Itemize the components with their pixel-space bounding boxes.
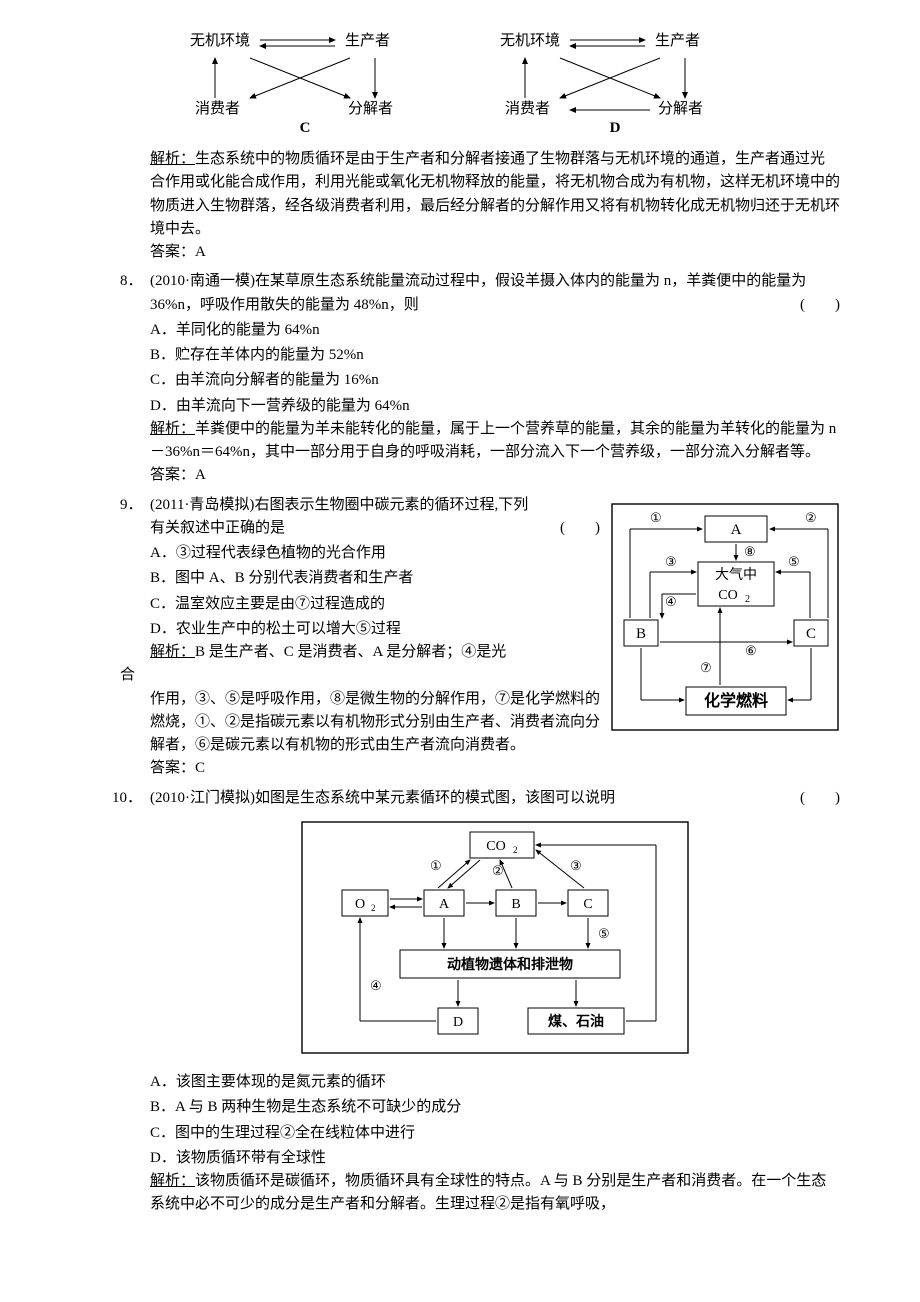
q10-opt-a: A．该图主要体现的是氮元素的循环 xyxy=(150,1071,840,1094)
svg-text:A: A xyxy=(439,897,450,912)
top-diagrams-row: 无机环境 生产者 消费者 分解者 C 无机环境 生产者 消费者 分解者 D xyxy=(60,30,860,140)
svg-text:2: 2 xyxy=(371,903,376,913)
q9-opt-a: A．③过程代表绿色植物的光合作用 xyxy=(150,542,600,565)
q9-paren: ( ) xyxy=(560,517,600,540)
svg-text:CO: CO xyxy=(718,588,737,603)
diagram-c-caption: C xyxy=(300,117,311,140)
expl-label: 解析： xyxy=(150,1173,195,1189)
diagram-c-tr: 生产者 xyxy=(345,30,390,53)
svg-text:⑥: ⑥ xyxy=(745,643,757,658)
q7-explanation: 解析：生态系统中的物质循环是由于生产者和分解者接通了生物群落与无机环境的通道，生… xyxy=(150,148,840,241)
q10-stem-text: 如图是生态系统中某元素循环的模式图，该图可以说明 xyxy=(255,790,615,806)
q10-source: (2010·江门模拟) xyxy=(150,790,255,806)
q9-answer: 答案：C xyxy=(150,757,840,780)
q10-explanation: 解析：该物质循环是碳循环，物质循环具有全球性的特点。A 与 B 分别是生产者和消… xyxy=(150,1170,840,1217)
q8-paren: ( ) xyxy=(800,294,840,317)
q9-opt-c: C．温室效应主要是由⑦过程造成的 xyxy=(150,593,600,616)
q7-tail: 解析：生态系统中的物质循环是由于生产者和分解者接通了生物群落与无机环境的通道，生… xyxy=(150,148,840,264)
svg-text:煤、石油: 煤、石油 xyxy=(548,1013,604,1030)
q9-opt-b: B．图中 A、B 分别代表消费者和生产者 xyxy=(150,567,600,590)
q9-opt-d: D．农业生产中的松土可以增大⑤过程 xyxy=(150,618,600,641)
diagram-d-tr: 生产者 xyxy=(655,30,700,53)
q10-figure: CO 2 O 2 A B C 动植物遗体和排泄物 D xyxy=(300,820,690,1063)
q8-opt-d: D．由羊流向下一营养级的能量为 64%n xyxy=(150,395,840,418)
svg-text:③: ③ xyxy=(665,554,677,569)
q10-expl-text: 该物质循环是碳循环，物质循环具有全球性的特点。A 与 B 分别是生产者和消费者。… xyxy=(150,1173,826,1212)
diagram-d-tl: 无机环境 xyxy=(500,30,560,53)
svg-text:A: A xyxy=(731,522,742,538)
svg-text:动植物遗体和排泄物: 动植物遗体和排泄物 xyxy=(447,956,573,973)
q9-stem2: 有关叙述中正确的是 xyxy=(150,520,285,536)
diagram-d-bl: 消费者 xyxy=(505,98,550,121)
q10-opt-c: C．图中的生理过程②全在线粒体中进行 xyxy=(150,1122,840,1145)
q9-figure: A 大气中 CO 2 B C 化学燃料 ① xyxy=(610,502,840,732)
q9-stem1: 右图表示生物圈中碳元素的循环过程,下列 xyxy=(254,497,528,513)
ans-label: 答案： xyxy=(150,244,195,260)
svg-text:O: O xyxy=(355,897,365,912)
svg-text:2: 2 xyxy=(745,594,750,605)
q9-expl-a: B 是生产者、C 是消费者、A 是分解者；④是光 xyxy=(195,644,506,660)
diagram-c: 无机环境 生产者 消费者 分解者 C xyxy=(180,30,430,140)
svg-text:③: ③ xyxy=(570,858,582,873)
svg-text:⑧: ⑧ xyxy=(744,544,756,559)
ans-label: 答案： xyxy=(150,467,195,483)
svg-text:①: ① xyxy=(430,858,442,873)
q8-expl-text: 羊粪便中的能量为羊未能转化的能量，属于上一个营养草的能量，其余的能量为羊转化的能… xyxy=(150,421,836,460)
diagram-d-br: 分解者 xyxy=(658,98,703,121)
diagram-c-br: 分解者 xyxy=(348,98,393,121)
svg-text:⑦: ⑦ xyxy=(700,660,712,675)
svg-text:B: B xyxy=(511,897,520,912)
q8: 8． (2010·南通一模)在某草原生态系统能量流动过程中，假设羊摄入体内的能量… xyxy=(150,270,840,487)
diagram-d: 无机环境 生产者 消费者 分解者 D xyxy=(490,30,740,140)
svg-text:CO: CO xyxy=(486,839,505,854)
q8-opt-a: A．羊同化的能量为 64%n xyxy=(150,319,840,342)
svg-text:②: ② xyxy=(805,510,817,525)
q8-answer: 答案：A xyxy=(150,464,840,487)
q9: 9． A 大气中 CO 2 B xyxy=(150,494,840,781)
q7-answer: 答案：A xyxy=(150,241,840,264)
q10-stem: (2010·江门模拟)如图是生态系统中某元素循环的模式图，该图可以说明 ( ) xyxy=(150,787,840,810)
q10-paren: ( ) xyxy=(800,787,840,810)
q8-source: (2010·南通一模) xyxy=(150,273,255,289)
svg-text:④: ④ xyxy=(665,594,677,609)
q8-opt-c: C．由羊流向分解者的能量为 16%n xyxy=(150,369,840,392)
q7-expl-text: 生态系统中的物质循环是由于生产者和分解者接通了生物群落与无机环境的通道，生产者通… xyxy=(150,151,840,237)
q8-num: 8． xyxy=(120,270,143,293)
q9-explanation-a: 解析：B 是生产者、C 是消费者、A 是分解者；④是光 xyxy=(150,641,600,664)
q10-opt-b: B．A 与 B 两种生物是生态系统不可缺少的成分 xyxy=(150,1096,840,1119)
q7-ans-val: A xyxy=(195,244,206,260)
page: 无机环境 生产者 消费者 分解者 C 无机环境 生产者 消费者 分解者 D xyxy=(0,0,920,1302)
diagram-d-caption: D xyxy=(610,117,621,140)
svg-text:C: C xyxy=(583,897,592,912)
svg-text:⑤: ⑤ xyxy=(598,926,610,941)
q8-opt-b: B．贮存在羊体内的能量为 52%n xyxy=(150,344,840,367)
diagram-c-bl: 消费者 xyxy=(195,98,240,121)
q8-stem: (2010·南通一模)在某草原生态系统能量流动过程中，假设羊摄入体内的能量为 n… xyxy=(150,270,840,317)
svg-text:B: B xyxy=(636,626,646,642)
svg-text:D: D xyxy=(453,1015,463,1030)
expl-label: 解析： xyxy=(150,151,195,167)
q10-opt-d: D．该物质循环带有全球性 xyxy=(150,1147,840,1170)
ans-label: 答案： xyxy=(150,760,195,776)
expl-label: 解析： xyxy=(150,421,195,437)
q9-num: 9． xyxy=(120,494,143,517)
q8-ans-val: A xyxy=(195,467,206,483)
diagram-c-tl: 无机环境 xyxy=(190,30,250,53)
svg-text:①: ① xyxy=(650,510,662,525)
svg-text:②: ② xyxy=(492,863,504,878)
q8-explanation: 解析：羊粪便中的能量为羊未能转化的能量，属于上一个营养草的能量，其余的能量为羊转… xyxy=(150,418,840,465)
svg-text:④: ④ xyxy=(370,978,382,993)
svg-text:大气中: 大气中 xyxy=(715,567,757,583)
svg-text:2: 2 xyxy=(513,845,518,855)
svg-text:化学燃料: 化学燃料 xyxy=(704,691,768,710)
q9-ans-val: C xyxy=(195,760,205,776)
svg-text:⑤: ⑤ xyxy=(788,554,800,569)
q10-num: 10． xyxy=(112,787,142,810)
expl-label: 解析： xyxy=(150,644,195,660)
svg-text:C: C xyxy=(806,626,816,642)
q10: 10． (2010·江门模拟)如图是生态系统中某元素循环的模式图，该图可以说明 … xyxy=(150,787,840,1217)
q9-source: (2011·青岛模拟) xyxy=(150,497,254,513)
